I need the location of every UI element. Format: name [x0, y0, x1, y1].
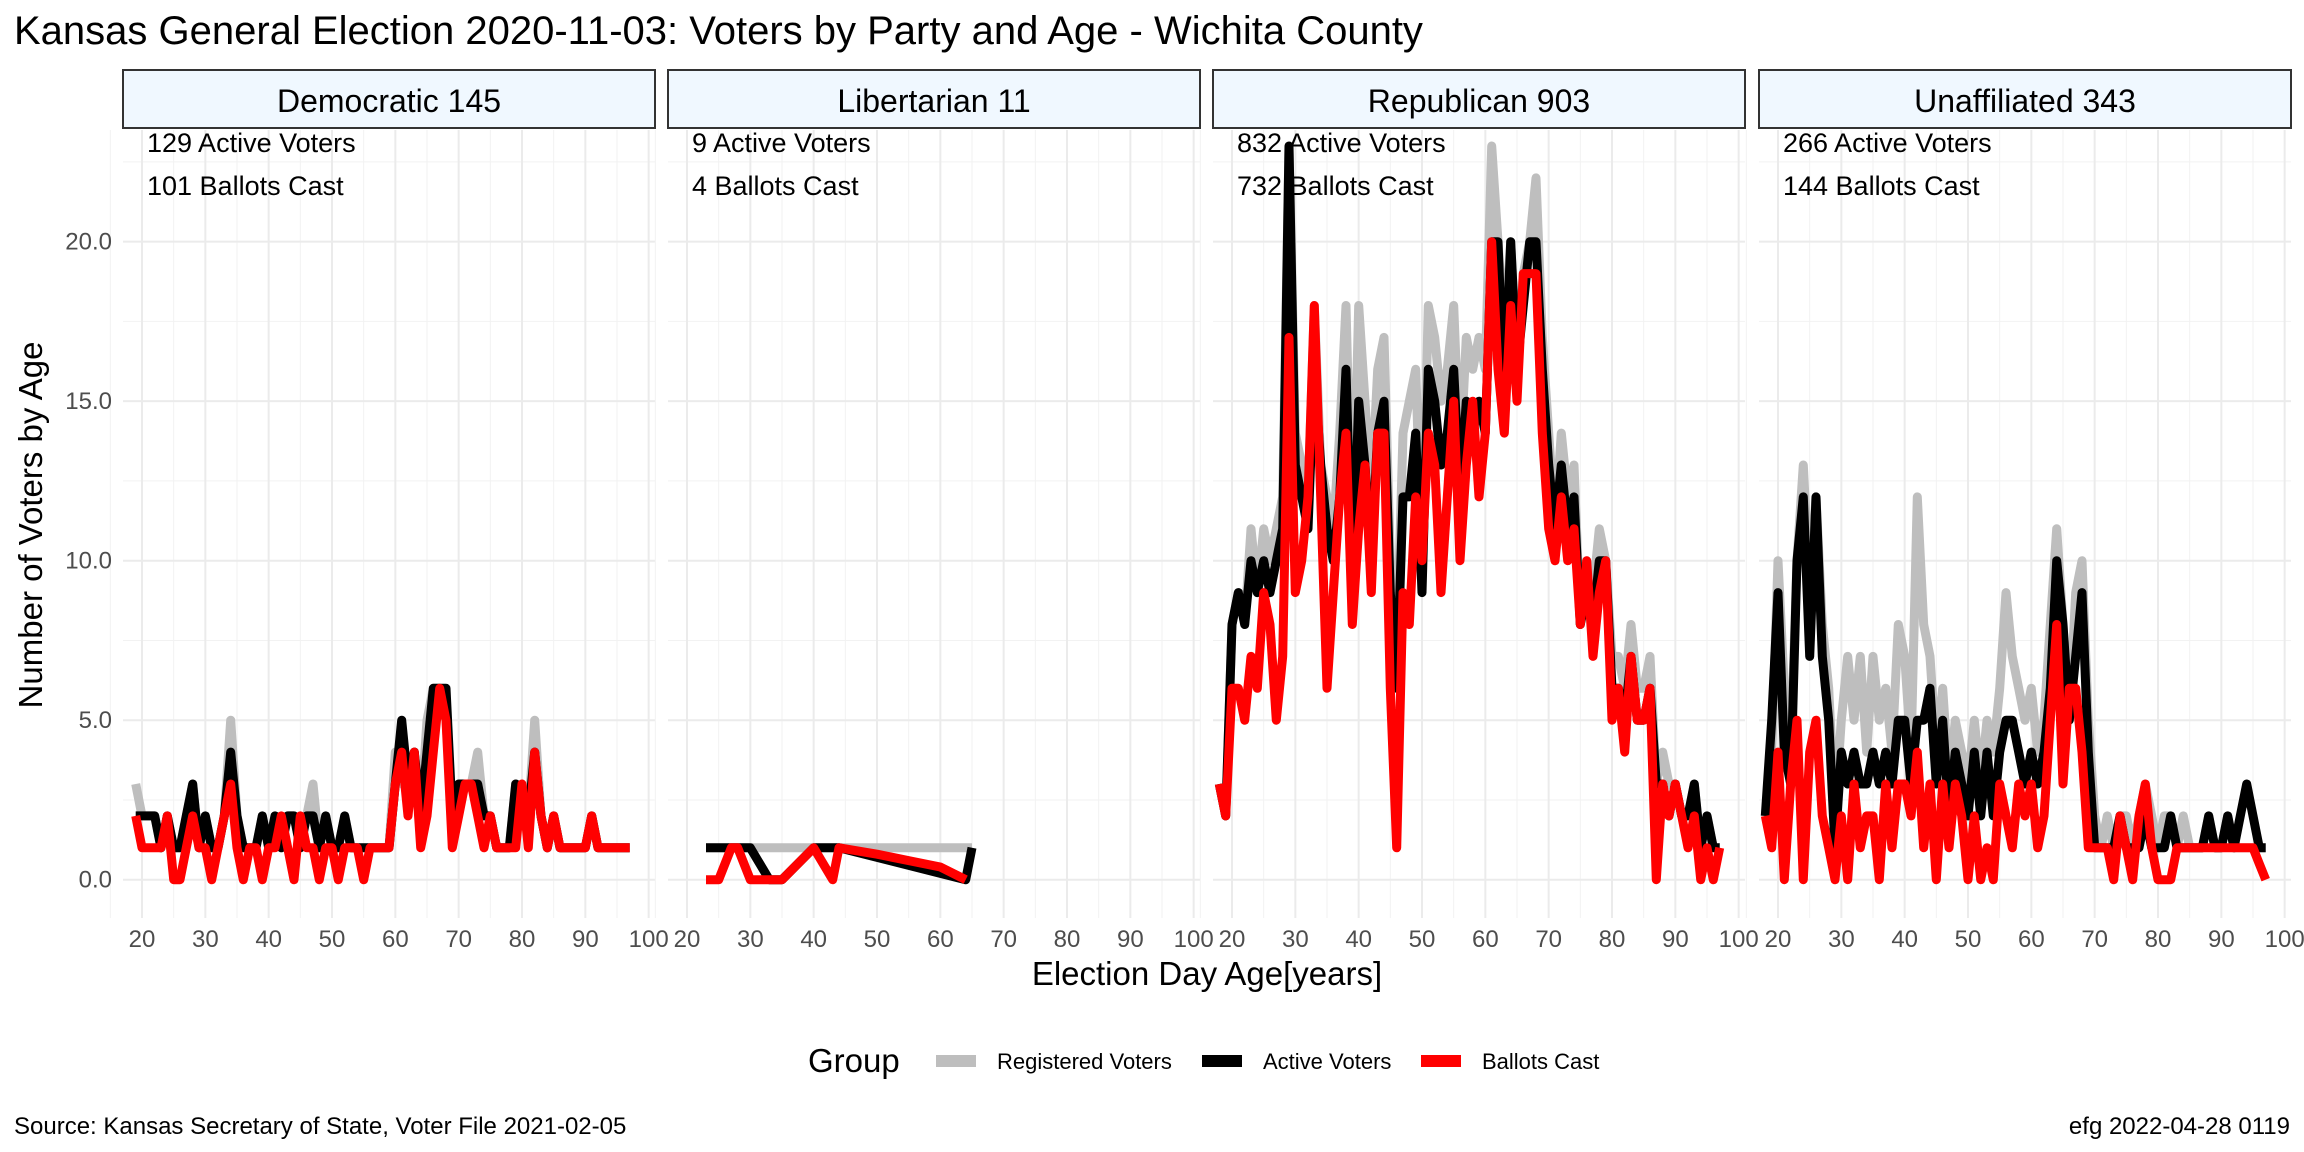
y-tick-label: 5.0: [79, 707, 112, 734]
chart-title: Kansas General Election 2020-11-03: Vote…: [14, 9, 1423, 53]
legend: Group Registered Voters Active Voters Ba…: [808, 1042, 1599, 1079]
x-axis-label: Election Day Age[years]: [1032, 955, 1382, 992]
panel-strip: [122, 69, 656, 129]
x-tick-label: 90: [572, 926, 599, 953]
x-tick-label: 30: [1828, 926, 1855, 953]
x-tick-label: 60: [382, 926, 409, 953]
panel-2: Libertarian 11 9 Active Voters 4 Ballots C…: [654, 69, 1214, 953]
panel-4: Unaffiliated 343 266 Active Voters 144 Bal…: [1745, 69, 2304, 953]
series-line-ballots-cast: [131, 683, 630, 885]
legend-label-ballots: Ballots Cast: [1482, 1049, 1599, 1074]
x-tick-label: 20: [1765, 926, 1792, 953]
x-tick-label: 80: [2145, 926, 2172, 953]
x-tick-label: 70: [2081, 926, 2108, 953]
panel-1: Democratic 145 129 Active Voters 101 Ballo…: [109, 69, 669, 953]
grid: [654, 130, 1200, 918]
y-tick-label: 20.0: [65, 229, 112, 256]
panel-strip-label: Libertarian 11: [837, 83, 1030, 119]
series-line-registered-voters: [1760, 460, 2266, 853]
x-tick-label: 80: [1599, 926, 1626, 953]
panel-active-voters-text: 266 Active Voters: [1783, 128, 1992, 158]
panel-active-voters-text: 129 Active Voters: [147, 128, 356, 158]
x-tick-label: 50: [1409, 926, 1436, 953]
x-tick-label: 20: [1219, 926, 1246, 953]
x-tick-label: 30: [737, 926, 764, 953]
x-tick-label: 50: [1955, 926, 1982, 953]
x-tick-label: 60: [927, 926, 954, 953]
legend-label-registered: Registered Voters: [997, 1049, 1172, 1074]
x-tick-label: 70: [990, 926, 1017, 953]
panel-ballots-cast-text: 4 Ballots Cast: [692, 171, 859, 201]
x-tick-label: 40: [1891, 926, 1918, 953]
x-tick-label: 100: [1174, 926, 1214, 953]
x-tick-label: 20: [129, 926, 156, 953]
x-tick-label: 30: [1282, 926, 1309, 953]
y-tick-label: 10.0: [65, 548, 112, 575]
series-line-ballots-cast: [1760, 620, 2270, 885]
panel-ballots-cast-text: 732 Ballots Cast: [1237, 171, 1434, 201]
panel-strip-label: Republican 903: [1368, 83, 1590, 119]
panel-strip-label: Democratic 145: [277, 83, 501, 119]
x-tick-label: 40: [1345, 926, 1372, 953]
panel-strip: [667, 69, 1201, 129]
x-tick-label: 30: [192, 926, 219, 953]
x-tick-label: 100: [2265, 926, 2304, 953]
x-tick-label: 100: [629, 926, 669, 953]
x-tick-label: 90: [2208, 926, 2235, 953]
x-tick-label: 40: [255, 926, 282, 953]
panel-strip-label: Unaffiliated 343: [1914, 83, 2136, 119]
panel-active-voters-text: 9 Active Voters: [692, 128, 871, 158]
x-tick-label: 60: [1472, 926, 1499, 953]
x-tick-label: 100: [1719, 926, 1759, 953]
grid: [1745, 130, 2291, 918]
grid: [109, 130, 655, 918]
panel-ballots-cast-text: 144 Ballots Cast: [1783, 171, 1980, 201]
x-tick-label: 80: [1054, 926, 1081, 953]
x-tick-label: 70: [1535, 926, 1562, 953]
legend-label-active: Active Voters: [1263, 1049, 1391, 1074]
panel-active-voters-text: 832 Active Voters: [1237, 128, 1446, 158]
x-tick-label: 20: [674, 926, 701, 953]
y-tick-label: 15.0: [65, 388, 112, 415]
x-tick-label: 70: [445, 926, 472, 953]
series-line-ballots-cast: [706, 843, 968, 885]
y-axis-label: Number of Voters by Age: [12, 342, 49, 709]
x-tick-label: 50: [319, 926, 346, 953]
panel-3: Republican 903 832 Active Voters 732 Ballo…: [1199, 69, 1759, 953]
x-tick-label: 40: [800, 926, 827, 953]
x-tick-label: 80: [509, 926, 536, 953]
legend-title: Group: [808, 1042, 900, 1079]
x-tick-label: 50: [864, 926, 891, 953]
series-line-ballots-cast: [1214, 237, 1725, 885]
source-note: Source: Kansas Secretary of State, Voter…: [14, 1113, 626, 1140]
x-tick-label: 90: [1662, 926, 1689, 953]
y-tick-label: 0.0: [79, 867, 112, 894]
x-tick-label: 90: [1117, 926, 1144, 953]
panel-strip: [1758, 69, 2292, 129]
credit-note: efg 2022-04-28 0119: [2069, 1113, 2290, 1140]
x-tick-label: 60: [2018, 926, 2045, 953]
panel-ballots-cast-text: 101 Ballots Cast: [147, 171, 344, 201]
panel-strip: [1212, 69, 1746, 129]
